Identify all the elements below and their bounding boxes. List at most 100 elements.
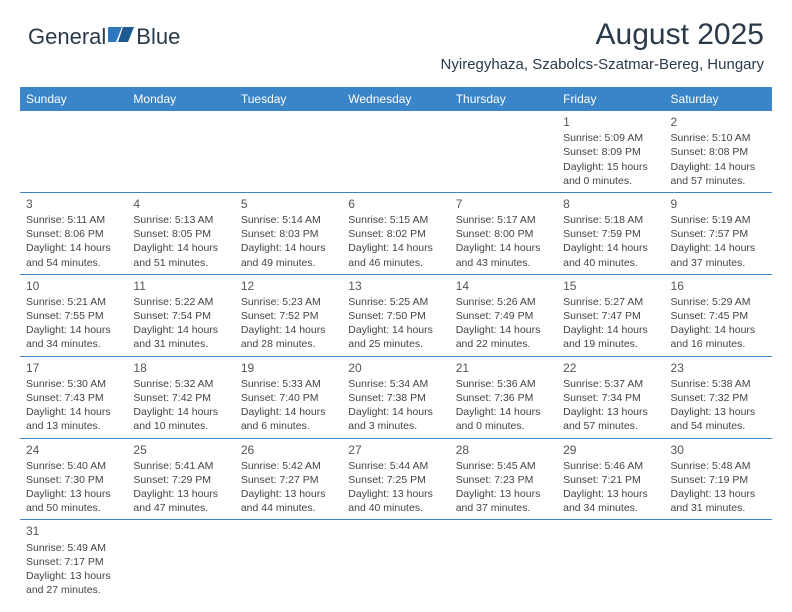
day-number: 6 (348, 196, 443, 212)
sunrise-text: Sunrise: 5:34 AM (348, 377, 443, 391)
sunrise-text: Sunrise: 5:27 AM (563, 295, 658, 309)
sunrise-text: Sunrise: 5:14 AM (241, 213, 336, 227)
sunrise-text: Sunrise: 5:09 AM (563, 131, 658, 145)
sunrise-text: Sunrise: 5:18 AM (563, 213, 658, 227)
sunrise-text: Sunrise: 5:23 AM (241, 295, 336, 309)
calendar-cell (557, 520, 664, 601)
sunrise-text: Sunrise: 5:48 AM (671, 459, 766, 473)
calendar-cell (20, 111, 127, 192)
sunrise-text: Sunrise: 5:32 AM (133, 377, 228, 391)
title-block: August 2025 Nyiregyhaza, Szabolcs-Szatma… (441, 18, 764, 73)
day-number: 31 (26, 523, 121, 539)
sunset-text: Sunset: 7:59 PM (563, 227, 658, 241)
day-number: 17 (26, 360, 121, 376)
sunrise-text: Sunrise: 5:17 AM (456, 213, 551, 227)
daylight-text: Daylight: 13 hours and 47 minutes. (133, 487, 228, 515)
daylight-text: Daylight: 13 hours and 50 minutes. (26, 487, 121, 515)
daylight-text: Daylight: 14 hours and 22 minutes. (456, 323, 551, 351)
daylight-text: Daylight: 13 hours and 40 minutes. (348, 487, 443, 515)
day-header: Sunday (20, 87, 127, 111)
day-header-row: Sunday Monday Tuesday Wednesday Thursday… (20, 87, 772, 111)
daylight-text: Daylight: 14 hours and 6 minutes. (241, 405, 336, 433)
calendar-cell: 27Sunrise: 5:44 AMSunset: 7:25 PMDayligh… (342, 438, 449, 520)
calendar-cell (342, 520, 449, 601)
sunrise-text: Sunrise: 5:37 AM (563, 377, 658, 391)
day-number: 11 (133, 278, 228, 294)
sunrise-text: Sunrise: 5:19 AM (671, 213, 766, 227)
sunrise-text: Sunrise: 5:11 AM (26, 213, 121, 227)
sunset-text: Sunset: 8:05 PM (133, 227, 228, 241)
daylight-text: Daylight: 14 hours and 43 minutes. (456, 241, 551, 269)
day-header: Friday (557, 87, 664, 111)
calendar-cell: 10Sunrise: 5:21 AMSunset: 7:55 PMDayligh… (20, 274, 127, 356)
sunset-text: Sunset: 7:40 PM (241, 391, 336, 405)
calendar-row: 1Sunrise: 5:09 AMSunset: 8:09 PMDaylight… (20, 111, 772, 192)
sunset-text: Sunset: 7:27 PM (241, 473, 336, 487)
sunrise-text: Sunrise: 5:30 AM (26, 377, 121, 391)
sunset-text: Sunset: 7:36 PM (456, 391, 551, 405)
daylight-text: Daylight: 13 hours and 54 minutes. (671, 405, 766, 433)
sunrise-text: Sunrise: 5:36 AM (456, 377, 551, 391)
day-number: 29 (563, 442, 658, 458)
calendar-cell (127, 111, 234, 192)
sunset-text: Sunset: 8:00 PM (456, 227, 551, 241)
location-text: Nyiregyhaza, Szabolcs-Szatmar-Bereg, Hun… (441, 56, 764, 73)
day-header: Tuesday (235, 87, 342, 111)
sunset-text: Sunset: 7:47 PM (563, 309, 658, 323)
calendar-cell (450, 520, 557, 601)
sunset-text: Sunset: 7:25 PM (348, 473, 443, 487)
header: General Blue August 2025 Nyiregyhaza, Sz… (0, 0, 792, 81)
daylight-text: Daylight: 14 hours and 31 minutes. (133, 323, 228, 351)
calendar-cell (127, 520, 234, 601)
daylight-text: Daylight: 13 hours and 44 minutes. (241, 487, 336, 515)
daylight-text: Daylight: 14 hours and 10 minutes. (133, 405, 228, 433)
sunrise-text: Sunrise: 5:44 AM (348, 459, 443, 473)
sunrise-text: Sunrise: 5:22 AM (133, 295, 228, 309)
day-header: Monday (127, 87, 234, 111)
day-number: 15 (563, 278, 658, 294)
daylight-text: Daylight: 14 hours and 51 minutes. (133, 241, 228, 269)
calendar-cell: 28Sunrise: 5:45 AMSunset: 7:23 PMDayligh… (450, 438, 557, 520)
calendar-cell: 5Sunrise: 5:14 AMSunset: 8:03 PMDaylight… (235, 192, 342, 274)
sunrise-text: Sunrise: 5:45 AM (456, 459, 551, 473)
daylight-text: Daylight: 14 hours and 28 minutes. (241, 323, 336, 351)
sunset-text: Sunset: 7:45 PM (671, 309, 766, 323)
calendar-cell: 9Sunrise: 5:19 AMSunset: 7:57 PMDaylight… (665, 192, 772, 274)
sunrise-text: Sunrise: 5:26 AM (456, 295, 551, 309)
sunrise-text: Sunrise: 5:41 AM (133, 459, 228, 473)
calendar-cell: 11Sunrise: 5:22 AMSunset: 7:54 PMDayligh… (127, 274, 234, 356)
sunrise-text: Sunrise: 5:46 AM (563, 459, 658, 473)
sunrise-text: Sunrise: 5:33 AM (241, 377, 336, 391)
sunrise-text: Sunrise: 5:25 AM (348, 295, 443, 309)
day-number: 10 (26, 278, 121, 294)
calendar-cell: 14Sunrise: 5:26 AMSunset: 7:49 PMDayligh… (450, 274, 557, 356)
day-number: 12 (241, 278, 336, 294)
sunrise-text: Sunrise: 5:10 AM (671, 131, 766, 145)
daylight-text: Daylight: 14 hours and 37 minutes. (671, 241, 766, 269)
logo-text-blue: Blue (136, 24, 180, 50)
day-number: 16 (671, 278, 766, 294)
day-number: 21 (456, 360, 551, 376)
calendar-cell: 12Sunrise: 5:23 AMSunset: 7:52 PMDayligh… (235, 274, 342, 356)
sunrise-text: Sunrise: 5:13 AM (133, 213, 228, 227)
day-header: Wednesday (342, 87, 449, 111)
calendar-cell: 31Sunrise: 5:49 AMSunset: 7:17 PMDayligh… (20, 520, 127, 601)
daylight-text: Daylight: 13 hours and 37 minutes. (456, 487, 551, 515)
calendar-cell: 7Sunrise: 5:17 AMSunset: 8:00 PMDaylight… (450, 192, 557, 274)
sunrise-text: Sunrise: 5:42 AM (241, 459, 336, 473)
daylight-text: Daylight: 14 hours and 19 minutes. (563, 323, 658, 351)
calendar-cell (665, 520, 772, 601)
calendar-cell (342, 111, 449, 192)
calendar-cell: 21Sunrise: 5:36 AMSunset: 7:36 PMDayligh… (450, 356, 557, 438)
day-number: 4 (133, 196, 228, 212)
day-number: 5 (241, 196, 336, 212)
day-number: 9 (671, 196, 766, 212)
sunset-text: Sunset: 7:17 PM (26, 555, 121, 569)
sunset-text: Sunset: 8:06 PM (26, 227, 121, 241)
calendar-cell (235, 111, 342, 192)
day-number: 25 (133, 442, 228, 458)
sunset-text: Sunset: 7:38 PM (348, 391, 443, 405)
day-number: 23 (671, 360, 766, 376)
sunset-text: Sunset: 7:30 PM (26, 473, 121, 487)
calendar-cell: 22Sunrise: 5:37 AMSunset: 7:34 PMDayligh… (557, 356, 664, 438)
